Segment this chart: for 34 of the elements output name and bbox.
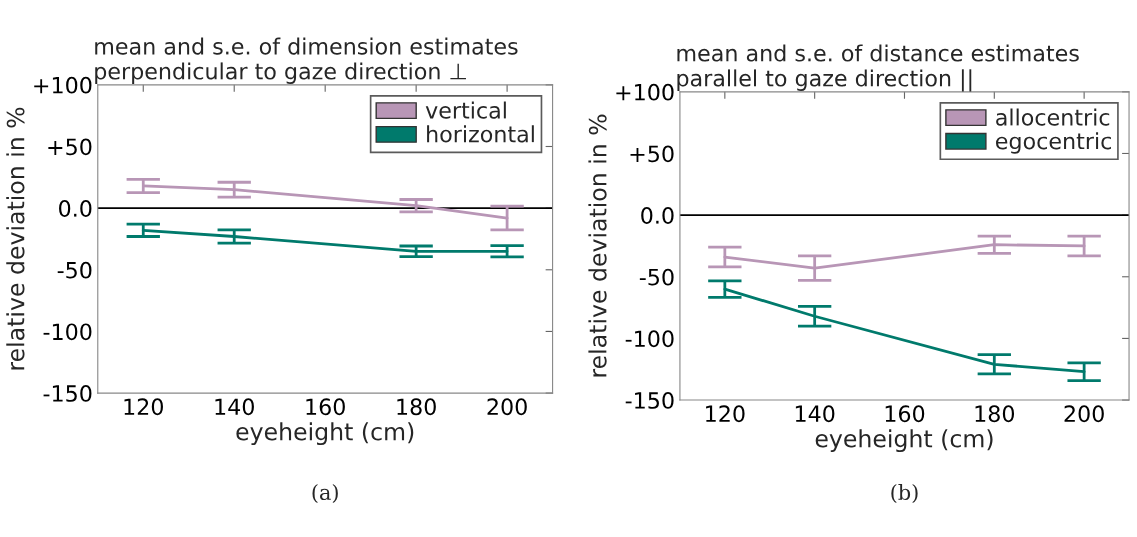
x-tick-label: 140 [795, 405, 835, 423]
chart-title: mean and s.e. of dimension estimates perpendicular to gaze direction ⊥ [95, 37, 518, 84]
x-tick-label: 200 [1064, 405, 1104, 423]
y-tick-label: 0.0 [641, 207, 674, 224]
x-tick-label: 200 [487, 398, 527, 416]
y-tick-label: -50 [639, 268, 674, 286]
y-tick-label: +100 [34, 76, 92, 94]
x-axis-title: eyeheight (cm) [236, 422, 414, 446]
y-tick-label: +50 [630, 145, 674, 163]
legend-label: vertical [425, 101, 506, 119]
y-tick-label: -150 [625, 392, 674, 409]
text: (a) [312, 483, 338, 504]
x-tick-label: 180 [397, 398, 436, 416]
text: (b) [891, 483, 918, 504]
x-tick-label: 160 [306, 398, 345, 416]
y-tick-label: -150 [43, 385, 92, 402]
y-tick-label: -100 [625, 330, 674, 348]
y-tick-label: -50 [57, 261, 92, 279]
legend-label: egocentric [996, 132, 1111, 154]
y-axis-title: relative deviation in % [588, 114, 607, 377]
x-tick-label: 120 [124, 398, 163, 416]
legend-label: horizontal [427, 125, 534, 143]
x-tick-label: 180 [975, 405, 1015, 423]
y-axis-title: relative deviation in % [6, 107, 25, 370]
x-tick-label: 120 [706, 405, 745, 423]
legend-label: allocentric [996, 108, 1110, 126]
chart-title: mean and s.e. of distance estimates parallel to gaze direction || [677, 44, 1079, 92]
x-tick-label: 140 [215, 398, 254, 416]
y-tick-label: -100 [43, 323, 92, 341]
x-tick-label: 160 [885, 405, 925, 423]
y-tick-label: +100 [616, 83, 674, 101]
x-axis-title: eyeheight (cm) [815, 429, 993, 453]
y-tick-label: +50 [48, 138, 92, 156]
y-tick-label: 0.0 [59, 200, 92, 217]
